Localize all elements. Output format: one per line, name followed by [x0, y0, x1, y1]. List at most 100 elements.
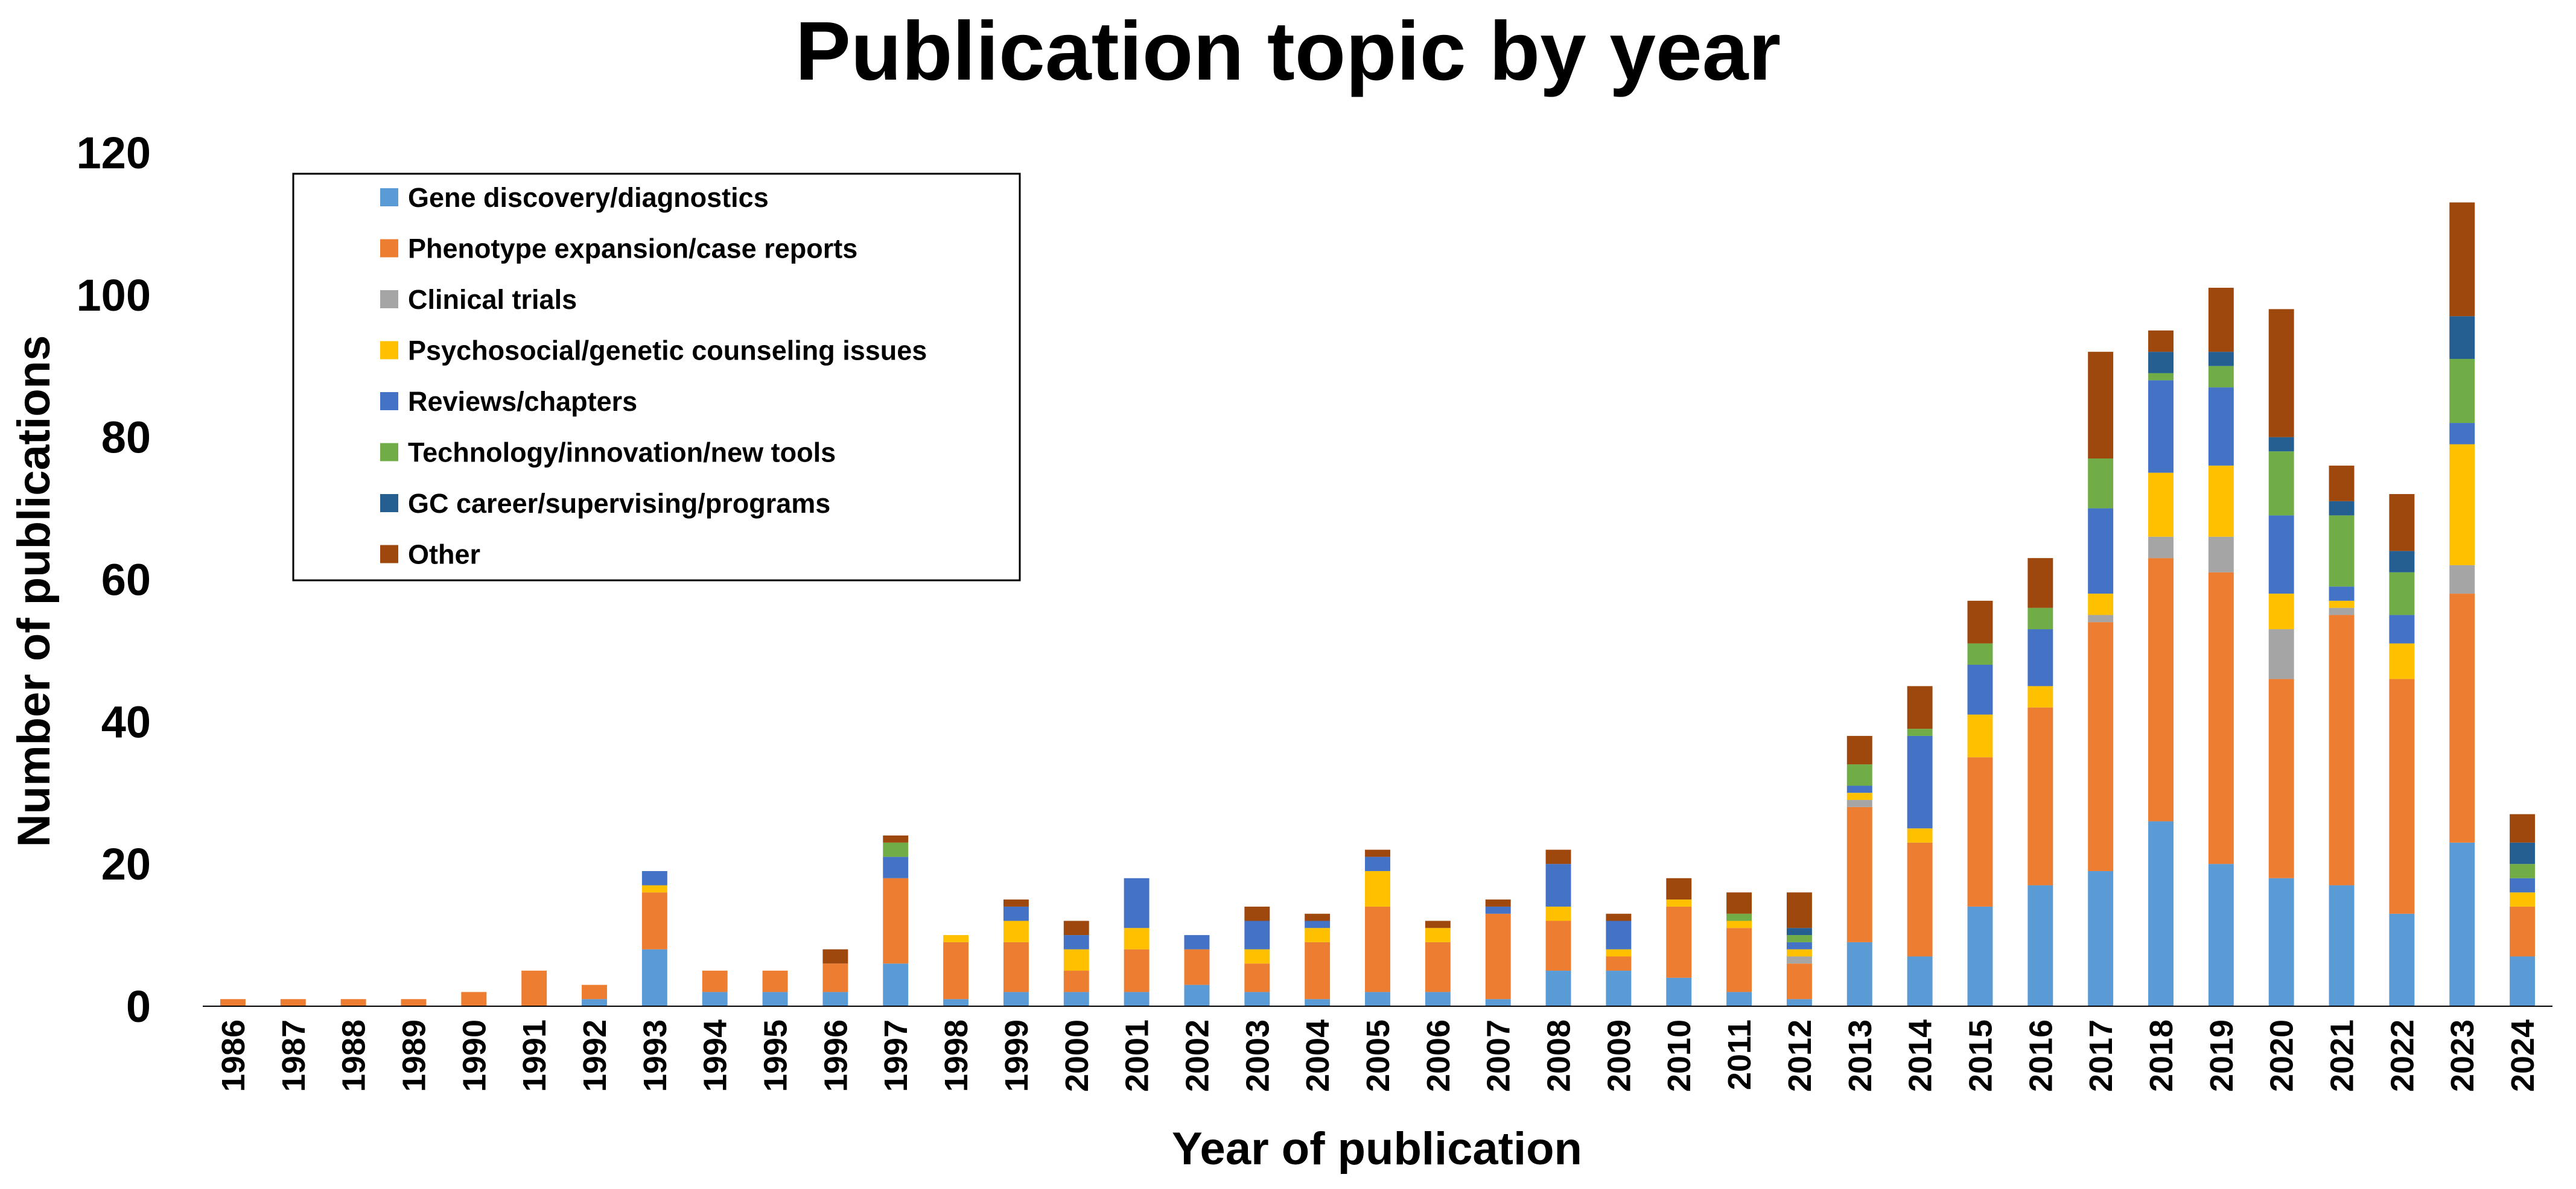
- bar-segment: [2449, 565, 2475, 594]
- bar-segment: [1907, 956, 1933, 1006]
- bar-segment: [1545, 906, 1571, 921]
- bar-segment: [1907, 729, 1933, 736]
- bar-segment: [1485, 899, 1511, 907]
- bar-segment: [1124, 878, 1150, 928]
- x-tick-label: 1987: [276, 1019, 312, 1092]
- bar-segment: [2148, 821, 2174, 1006]
- legend-swatch: [380, 290, 398, 308]
- bar-segment: [1124, 949, 1150, 992]
- bar-segment: [2148, 380, 2174, 473]
- bar-segment: [2027, 558, 2053, 608]
- y-axis-title: Number of publications: [8, 335, 60, 848]
- bar-segment: [1545, 864, 1571, 907]
- y-tick-label: 60: [101, 555, 151, 605]
- y-tick-label: 40: [101, 697, 151, 747]
- bar-segment: [401, 999, 427, 1006]
- legend-swatch: [380, 494, 398, 512]
- legend-label: Technology/innovation/new tools: [408, 437, 836, 468]
- x-tick-label: 2012: [1782, 1019, 1818, 1092]
- bar-segment: [2389, 643, 2415, 679]
- bar-segment: [1003, 899, 1029, 907]
- bar-segment: [2208, 288, 2234, 352]
- bar-segment: [883, 835, 909, 843]
- bar-segment: [1606, 913, 1632, 921]
- bar-segment: [1726, 921, 1752, 928]
- x-tick-label: 2022: [2384, 1019, 2420, 1092]
- bar-segment: [2027, 629, 2053, 686]
- bar-segment: [1063, 921, 1089, 936]
- bar-segment: [1666, 878, 1692, 900]
- x-axis-ticks: 1986 1987 1988 1989 1990 1991 1992 1993 1994 1995…: [215, 1019, 2541, 1092]
- bar-segment: [1846, 942, 1872, 1006]
- bar-segment: [2088, 594, 2114, 615]
- legend-box: [292, 173, 1021, 582]
- bar-segment: [1726, 992, 1752, 1006]
- bar-segment: [2268, 515, 2294, 594]
- x-tick-label: 2013: [1842, 1019, 1878, 1092]
- bar-segment: [1846, 735, 1872, 765]
- bar-segment: [2329, 615, 2355, 886]
- bar-segment: [1425, 992, 1451, 1006]
- bar-segment: [521, 971, 547, 1006]
- bar-segment: [1244, 906, 1270, 921]
- bar-segment: [1063, 935, 1089, 950]
- bar-segment: [1485, 913, 1511, 1000]
- bar-segment: [822, 992, 848, 1006]
- bar-segment: [822, 963, 848, 992]
- bar-segment: [1606, 949, 1632, 957]
- bar-segment: [2148, 536, 2174, 559]
- bar-segment: [2329, 586, 2355, 601]
- y-tick-label: 0: [126, 981, 151, 1032]
- bar-segment: [2088, 622, 2114, 871]
- bar-segment: [1786, 942, 1812, 950]
- bar-segment: [943, 999, 969, 1006]
- x-axis-title: Year of publication: [1172, 1123, 1582, 1175]
- bar-segment: [1003, 942, 1029, 992]
- bar-segment: [762, 992, 788, 1006]
- bar-segment: [1907, 686, 1933, 729]
- legend-items: Gene discovery/diagnostics Phenotype expa…: [380, 182, 927, 570]
- x-tick-label: 1999: [999, 1019, 1035, 1092]
- bar-segment: [2148, 373, 2174, 381]
- bar-segment: [1184, 984, 1210, 1006]
- x-tick-label: 1993: [637, 1019, 673, 1092]
- y-tick-label: 20: [101, 839, 151, 889]
- bar-segment: [1786, 935, 1812, 942]
- bar-segment: [1726, 913, 1752, 921]
- bar-segment: [1786, 949, 1812, 957]
- bar-segment: [1666, 899, 1692, 907]
- x-tick-label: 2015: [1962, 1019, 1999, 1092]
- bar-segment: [1485, 999, 1511, 1006]
- x-tick-label: 1995: [758, 1019, 794, 1092]
- bar-segment: [2027, 885, 2053, 1006]
- bar-segment: [1907, 828, 1933, 843]
- bar-segment: [1365, 857, 1390, 871]
- bar-segment: [2148, 352, 2174, 373]
- bar-segment: [1786, 892, 1812, 928]
- legend-label: Psychosocial/genetic counseling issues: [408, 335, 927, 366]
- bar-segment: [1545, 971, 1571, 1006]
- y-tick-label: 80: [101, 413, 151, 463]
- bar-segment: [220, 999, 246, 1006]
- x-tick-label: 2004: [1300, 1019, 1336, 1092]
- bar-segment: [2389, 572, 2415, 615]
- bar-segment: [2449, 842, 2475, 1006]
- legend-swatch: [380, 239, 398, 258]
- bar-segment: [1726, 928, 1752, 992]
- x-tick-label: 2002: [1179, 1019, 1215, 1092]
- bar-segment: [2329, 885, 2355, 1006]
- x-tick-label: 1990: [456, 1019, 492, 1092]
- bar-segment: [1184, 949, 1210, 985]
- bar-segment: [1967, 714, 1993, 758]
- x-tick-label: 2008: [1541, 1019, 1577, 1092]
- bar-segment: [1786, 963, 1812, 1000]
- x-tick-label: 1997: [878, 1019, 914, 1092]
- bar-stacks: [220, 202, 2536, 1006]
- bar-segment: [2088, 615, 2114, 623]
- x-tick-label: 2009: [1601, 1019, 1637, 1092]
- legend-label: Gene discovery/diagnostics: [408, 182, 769, 213]
- legend-swatch: [380, 188, 398, 206]
- bar-segment: [1003, 992, 1029, 1006]
- bar-segment: [2208, 387, 2234, 466]
- bar-segment: [1063, 971, 1089, 992]
